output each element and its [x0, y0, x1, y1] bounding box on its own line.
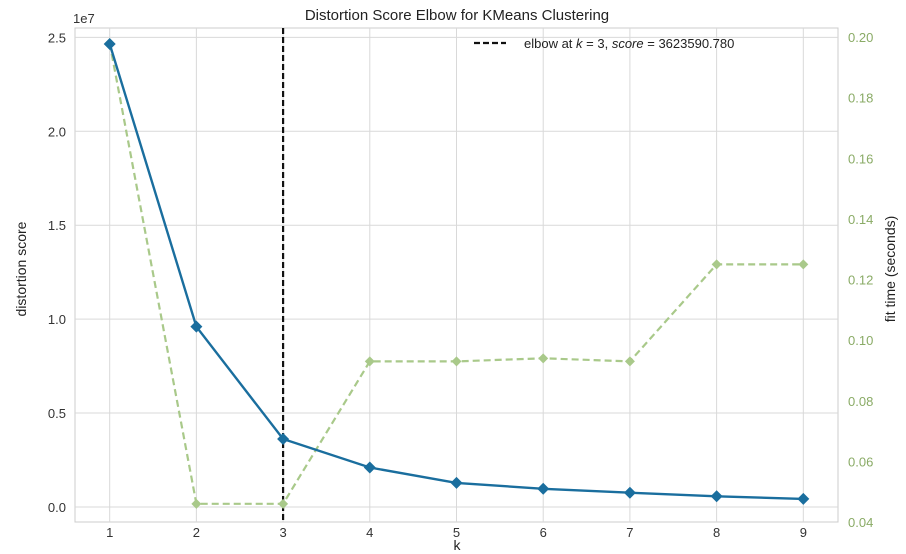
distortion-marker	[710, 490, 723, 503]
x-tick-label: 4	[366, 525, 373, 540]
y2-tick-label: 0.16	[848, 151, 873, 166]
fit-time-marker	[624, 356, 635, 367]
y2-tick-label: 0.20	[848, 30, 873, 45]
x-tick-label: 5	[453, 525, 460, 540]
x-tick-label: 3	[279, 525, 286, 540]
distortion-marker	[363, 461, 376, 474]
fit-time-marker	[191, 498, 202, 509]
y-tick-labels: 0.0 0.5 1.0 1.5 2.0 2.5	[48, 30, 66, 515]
x-tick-labels: 1 2 3 4 5 6 7 8 9	[106, 525, 807, 540]
x-tick-label: 9	[800, 525, 807, 540]
y2-tick-label: 0.04	[848, 515, 873, 530]
x-tick-label: 8	[713, 525, 720, 540]
legend-suffix: = 3623590.780	[644, 36, 735, 51]
y-axis-title: distortion score	[13, 221, 29, 316]
y-offset-label: 1e7	[73, 11, 95, 26]
fit-time-marker	[364, 356, 375, 367]
y-tick-label: 2.0	[48, 124, 66, 139]
y2-tick-labels: 0.04 0.06 0.08 0.10 0.12 0.14 0.16 0.18 0.20	[848, 30, 873, 530]
x-tick-label: 6	[540, 525, 547, 540]
legend-k: k	[576, 36, 584, 51]
legend: elbow at k = 3, score = 3623590.780	[474, 36, 734, 51]
y2-tick-label: 0.10	[848, 333, 873, 348]
distortion-marker	[103, 37, 116, 50]
y2-tick-label: 0.18	[848, 91, 873, 106]
y-tick-label: 2.5	[48, 30, 66, 45]
distortion-marker	[623, 486, 636, 499]
fit-time-marker	[711, 259, 722, 270]
y2-tick-label: 0.14	[848, 212, 873, 227]
distortion-marker	[537, 482, 550, 495]
y-tick-label: 0.0	[48, 500, 66, 515]
x-tick-label: 2	[193, 525, 200, 540]
fit-time-marker	[798, 259, 809, 270]
y2-axis-title: fit time (seconds)	[882, 216, 898, 323]
y-tick-label: 0.5	[48, 406, 66, 421]
fit-time-marker	[538, 353, 549, 364]
fit-time-marker	[278, 498, 289, 509]
y-tick-label: 1.0	[48, 312, 66, 327]
y2-tick-label: 0.12	[848, 273, 873, 288]
fit-time-marker	[451, 356, 462, 367]
legend-prefix: elbow at	[524, 36, 576, 51]
x-axis-title: k	[454, 537, 462, 553]
chart-title: Distortion Score Elbow for KMeans Cluste…	[305, 7, 609, 24]
y2-tick-label: 0.06	[848, 454, 873, 469]
distortion-marker	[277, 432, 290, 445]
y2-tick-label: 0.08	[848, 394, 873, 409]
x-tick-label: 7	[626, 525, 633, 540]
series-markers	[103, 37, 810, 509]
y-tick-label: 1.5	[48, 218, 66, 233]
grid-lines	[75, 28, 838, 522]
legend-score: score	[612, 36, 644, 51]
legend-elbow-label: elbow at k = 3, score = 3623590.780	[524, 36, 734, 51]
x-tick-label: 1	[106, 525, 113, 540]
distortion-marker	[450, 476, 463, 489]
legend-mid: = 3,	[583, 36, 612, 51]
distortion-marker	[190, 320, 203, 333]
distortion-marker	[797, 492, 810, 505]
